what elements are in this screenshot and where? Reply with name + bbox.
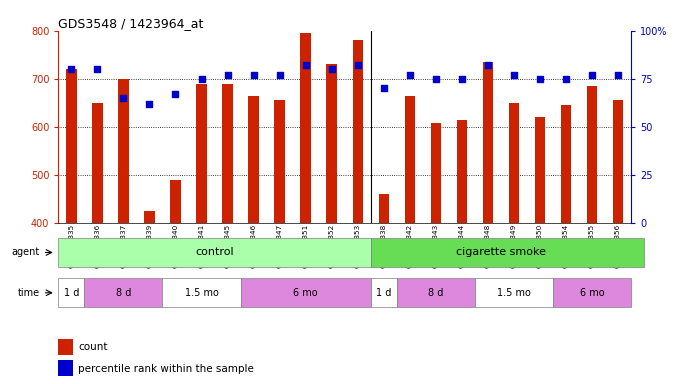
Text: percentile rank within the sample: percentile rank within the sample xyxy=(78,364,255,374)
Point xyxy=(613,72,624,78)
Bar xyxy=(300,33,311,223)
Point xyxy=(170,91,181,97)
Bar xyxy=(248,96,259,223)
Bar xyxy=(379,194,389,223)
Point xyxy=(66,66,77,72)
Text: 6 mo: 6 mo xyxy=(580,288,604,298)
Point xyxy=(378,85,389,91)
Bar xyxy=(274,100,285,223)
Point xyxy=(300,62,311,68)
Bar xyxy=(170,180,180,223)
Bar xyxy=(66,69,77,223)
Text: 1 d: 1 d xyxy=(376,288,392,298)
Text: agent: agent xyxy=(12,247,40,258)
Point xyxy=(327,66,338,72)
Point xyxy=(482,62,493,68)
Text: 1 d: 1 d xyxy=(64,288,79,298)
Text: 6 mo: 6 mo xyxy=(294,288,318,298)
Bar xyxy=(58,360,73,376)
Bar xyxy=(92,103,103,223)
Bar xyxy=(535,117,545,223)
Text: GDS3548 / 1423964_at: GDS3548 / 1423964_at xyxy=(58,17,204,30)
Text: 8 d: 8 d xyxy=(116,288,131,298)
Bar xyxy=(84,278,163,307)
Point xyxy=(248,72,259,78)
Point xyxy=(222,72,233,78)
Point xyxy=(560,76,571,82)
Bar xyxy=(587,86,598,223)
Bar xyxy=(457,119,467,223)
Bar xyxy=(561,105,571,223)
Bar xyxy=(353,40,363,223)
Bar xyxy=(483,62,493,223)
Point xyxy=(196,76,207,82)
Text: 8 d: 8 d xyxy=(428,288,444,298)
Bar xyxy=(222,84,233,223)
Bar xyxy=(431,123,441,223)
Bar xyxy=(58,339,73,355)
Point xyxy=(404,72,415,78)
Point xyxy=(430,76,441,82)
Bar xyxy=(405,96,415,223)
Text: time: time xyxy=(18,288,40,298)
Bar xyxy=(241,278,370,307)
Point xyxy=(352,62,363,68)
Bar xyxy=(475,278,553,307)
Point xyxy=(118,95,129,101)
Bar xyxy=(58,278,84,307)
Bar xyxy=(509,103,519,223)
Bar xyxy=(553,278,631,307)
Bar xyxy=(370,278,397,307)
Bar xyxy=(144,211,154,223)
Point xyxy=(508,72,519,78)
Text: 1.5 mo: 1.5 mo xyxy=(185,288,218,298)
Bar xyxy=(327,65,337,223)
Text: 1.5 mo: 1.5 mo xyxy=(497,288,531,298)
Point xyxy=(456,76,467,82)
Point xyxy=(534,76,545,82)
Bar xyxy=(163,278,241,307)
Point xyxy=(144,101,155,107)
Bar xyxy=(397,278,475,307)
Text: control: control xyxy=(196,247,234,258)
Bar xyxy=(118,79,128,223)
Text: cigarette smoke: cigarette smoke xyxy=(456,247,546,258)
Bar xyxy=(196,84,206,223)
Point xyxy=(92,66,103,72)
Bar xyxy=(613,100,624,223)
Bar xyxy=(370,238,644,267)
Bar xyxy=(58,238,370,267)
Point xyxy=(587,72,598,78)
Text: count: count xyxy=(78,342,108,352)
Point xyxy=(274,72,285,78)
